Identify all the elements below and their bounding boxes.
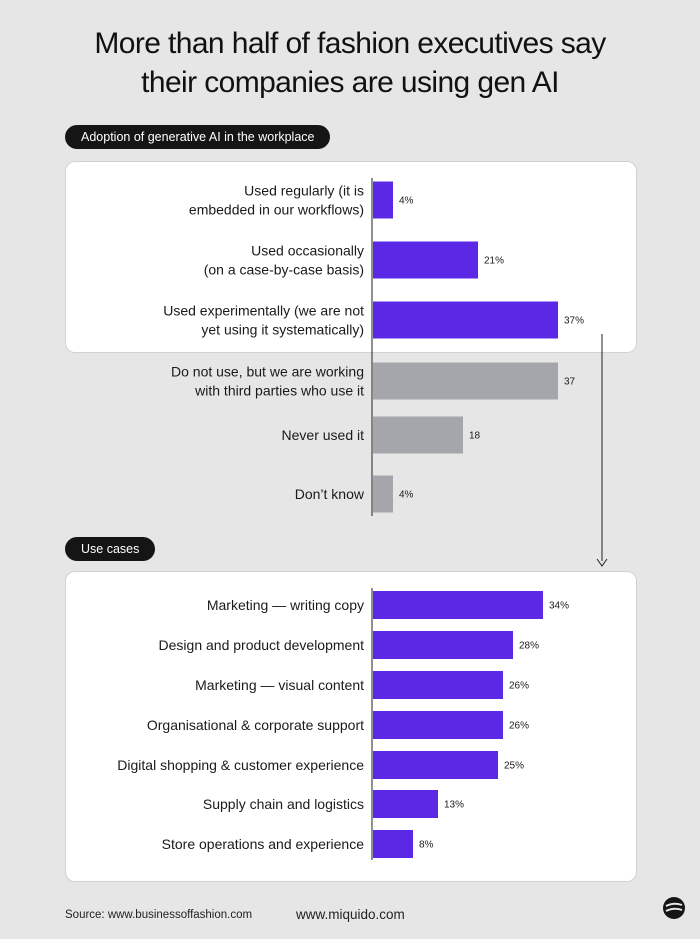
adoption-used-regularly-it-is-value-label: 4% bbox=[399, 196, 414, 207]
adoption-do-not-use-but-we-are-working-value-label: 37 bbox=[564, 377, 576, 388]
use-case-marketing-writing-copy-bar bbox=[373, 591, 543, 619]
use-case-marketing-writing-copy-category-label: Marketing — writing copy bbox=[207, 597, 364, 613]
title-line-2: their companies are using gen AI bbox=[141, 66, 559, 99]
use-case-store-operations-and-experience-value-label: 8% bbox=[419, 840, 434, 851]
use-case-organisational-corporate-support-value-label: 26% bbox=[509, 721, 529, 732]
adoption-used-regularly-it-is-category-label: embedded in our workflows) bbox=[189, 202, 364, 218]
use-case-organisational-corporate-support-bar bbox=[373, 711, 503, 739]
use-case-supply-chain-and-logistics-value-label: 13% bbox=[444, 800, 464, 811]
page-title: More than half of fashion executives say… bbox=[20, 24, 680, 102]
adoption-used-occasionally-bar bbox=[373, 241, 478, 279]
adoption-used-experimentally-we-are-not-category-label: Used experimentally (we are not bbox=[163, 303, 364, 319]
use-case-digital-shopping-customer-experience-bar bbox=[373, 751, 498, 779]
adoption-don-t-know-bar bbox=[373, 475, 393, 513]
adoption-used-experimentally-we-are-not-category-label: yet using it systematically) bbox=[201, 322, 364, 338]
section-pill-adoption: Adoption of generative AI in the workpla… bbox=[65, 125, 331, 149]
use-case-digital-shopping-customer-experience-category-label: Digital shopping & customer experience bbox=[117, 757, 364, 773]
miquido-logo-icon bbox=[663, 897, 685, 919]
use-case-design-and-product-development-category-label: Design and product development bbox=[159, 637, 365, 653]
section-pill-use-cases: Use cases bbox=[65, 537, 156, 561]
use-case-organisational-corporate-support-category-label: Organisational & corporate support bbox=[147, 717, 364, 733]
adoption-used-occasionally-category-label: Used occasionally bbox=[251, 243, 364, 259]
use-case-design-and-product-development-value-label: 28% bbox=[519, 641, 539, 652]
use-case-store-operations-and-experience-category-label: Store operations and experience bbox=[162, 836, 365, 852]
use-cases-chart: 34% Marketing — writing copy 28% Design and… bbox=[117, 588, 569, 860]
adoption-do-not-use-but-we-are-working-category-label: with third parties who use it bbox=[194, 383, 364, 399]
use-case-store-operations-and-experience-bar bbox=[373, 830, 413, 858]
adoption-never-used-it-bar bbox=[373, 416, 463, 454]
use-case-supply-chain-and-logistics-category-label: Supply chain and logistics bbox=[203, 796, 364, 812]
title-line-1: More than half of fashion executives say bbox=[94, 27, 606, 60]
use-case-supply-chain-and-logistics-bar bbox=[373, 790, 438, 818]
adoption-used-regularly-it-is-bar bbox=[373, 181, 393, 219]
adoption-used-occasionally-category-label: (on a case-by-case basis) bbox=[204, 262, 364, 278]
adoption-used-regularly-it-is-category-label: Used regularly (it is bbox=[244, 183, 364, 199]
adoption-never-used-it-value-label: 18 bbox=[469, 431, 481, 442]
use-case-marketing-writing-copy-value-label: 34% bbox=[549, 601, 569, 612]
footer-site-link[interactable]: www.miquido.com bbox=[296, 907, 405, 922]
footer-source: Source: www.businessoffashion.com bbox=[65, 909, 253, 921]
adoption-do-not-use-but-we-are-working-category-label: Do not use, but we are working bbox=[171, 364, 364, 380]
use-case-marketing-visual-content-category-label: Marketing — visual content bbox=[195, 677, 364, 693]
adoption-never-used-it-category-label: Never used it bbox=[282, 427, 365, 443]
use-cases-card bbox=[65, 571, 637, 882]
connector-arrow bbox=[596, 334, 608, 567]
adoption-chart: 4% Used regularly (it is embedded in our w… bbox=[163, 178, 584, 516]
adoption-used-experimentally-we-are-not-bar bbox=[373, 301, 558, 339]
adoption-used-occasionally-value-label: 21% bbox=[484, 256, 504, 267]
use-case-digital-shopping-customer-experience-value-label: 25% bbox=[504, 761, 524, 772]
adoption-do-not-use-but-we-are-working-bar bbox=[373, 362, 558, 400]
adoption-don-t-know-category-label: Don’t know bbox=[295, 486, 365, 502]
use-case-design-and-product-development-bar bbox=[373, 631, 513, 659]
use-case-marketing-visual-content-value-label: 26% bbox=[509, 681, 529, 692]
adoption-don-t-know-value-label: 4% bbox=[399, 490, 414, 501]
adoption-used-experimentally-we-are-not-value-label: 37% bbox=[564, 316, 584, 327]
use-case-marketing-visual-content-bar bbox=[373, 671, 503, 699]
